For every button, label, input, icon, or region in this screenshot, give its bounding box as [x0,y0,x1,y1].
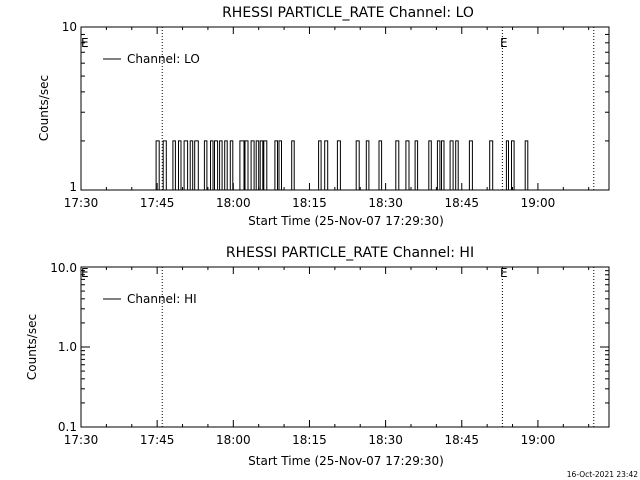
x-tick-label-1745: 17:45 [140,196,175,210]
lo-series-line [85,140,609,191]
lo-chart-title: RHESSI PARTICLE_RATE Channel: LO [222,5,474,21]
hi-y-tick-label-1: 1.0 [58,340,77,354]
x-tick-label-1845: 18:45 [444,196,479,210]
lo-marker-e-end: E [500,36,508,50]
lo-y-tick-label-10: 10 [62,20,77,34]
hi-y-tick-label-0-1: 0.1 [58,420,77,434]
hi-y-axis-label: Counts/sec [25,314,39,380]
x-tick-label-1745: 17:45 [140,433,175,447]
lo-y-axis-label: Counts/sec [37,75,51,141]
hi-marker-e-start: E [81,266,89,280]
lo-x-tick-labels: 17:30 17:45 18:00 18:15 18:30 18:45 19:00 [64,196,556,210]
x-tick-label-1900: 19:00 [521,196,556,210]
x-tick-label-1900: 19:00 [521,433,556,447]
lo-dotted-lines [161,27,595,190]
hi-chart-title: RHESSI PARTICLE_RATE Channel: HI [226,245,474,261]
hi-x-tick-labels: 17:30 17:45 18:00 18:15 18:30 18:45 19:00 [64,433,556,447]
lo-y-tick-label-1: 1 [69,180,77,194]
hi-y-tick-label-10: 10.0 [50,261,77,275]
hi-marker-e-end: E [500,266,508,280]
x-tick-label-1800: 18:00 [216,196,251,210]
hi-dotted-lines [161,267,595,427]
x-tick-label-1730: 17:30 [64,196,99,210]
lo-marker-e-start: E [81,36,89,50]
x-tick-label-1815: 18:15 [292,433,327,447]
x-tick-label-1800: 18:00 [216,433,251,447]
lo-x-axis-label: Start Time (25-Nov-07 17:29:30) [248,214,444,228]
hi-x-axis-label: Start Time (25-Nov-07 17:29:30) [248,454,444,468]
lo-legend-label: Channel: LO [127,52,200,66]
hi-ticks [80,266,609,428]
hi-legend-label: Channel: HI [127,292,197,306]
lo-panel: RHESSI PARTICLE_RATE Channel: LO E E Cha… [37,5,610,228]
x-tick-label-1815: 18:15 [292,196,327,210]
hi-plot-frame [80,266,610,428]
x-tick-label-1730: 17:30 [64,433,99,447]
x-tick-label-1845: 18:45 [444,433,479,447]
x-tick-label-1830: 18:30 [368,196,403,210]
x-tick-label-1830: 18:30 [368,433,403,447]
timestamp-stamp: 16-Oct-2021 23:42 [567,470,638,479]
hi-panel: RHESSI PARTICLE_RATE Channel: HI E E Cha… [25,245,610,468]
